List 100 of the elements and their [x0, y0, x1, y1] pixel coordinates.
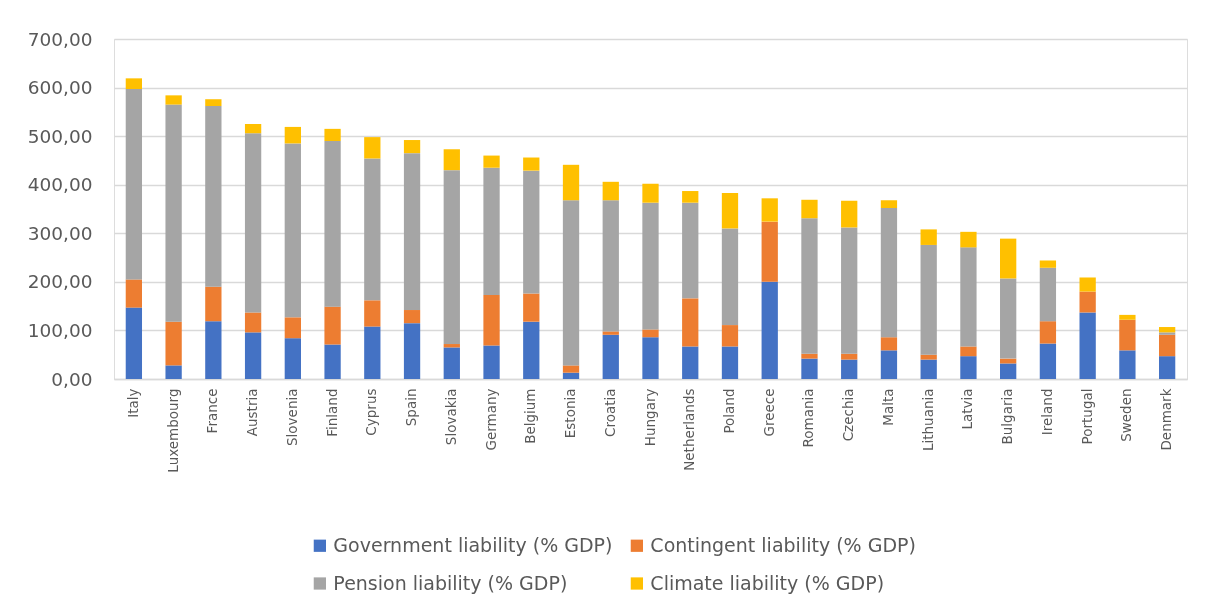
bar	[125, 307, 143, 379]
bar	[841, 353, 858, 360]
x-tick-label: Croatia	[601, 388, 618, 438]
bar	[403, 153, 421, 311]
bar	[682, 346, 699, 379]
bar	[682, 191, 699, 203]
bar	[602, 334, 619, 379]
bar	[761, 198, 778, 222]
bar	[284, 126, 301, 144]
legend-label: Contingent liability (% GDP)	[650, 533, 916, 556]
bar	[165, 321, 182, 366]
bar	[880, 200, 898, 209]
bar	[443, 170, 460, 345]
bar	[1119, 314, 1136, 320]
x-tick-label: Netherlands	[681, 388, 698, 471]
bar	[562, 372, 580, 379]
y-tick-label: 600,00	[27, 77, 93, 99]
bar	[841, 227, 858, 354]
bar	[284, 338, 301, 379]
bar	[960, 247, 977, 347]
x-tick-label: Belgium	[522, 388, 539, 444]
bar	[1079, 312, 1096, 379]
bar	[244, 124, 262, 134]
x-tick-label: Portugal	[1078, 388, 1095, 445]
bar	[324, 128, 341, 141]
x-tick-label: Czechia	[840, 388, 857, 442]
bar	[1158, 334, 1176, 357]
bar	[602, 331, 619, 335]
x-tick-label: Spain	[403, 388, 420, 427]
y-tick-label: 0,00	[51, 368, 93, 390]
bar	[1079, 291, 1096, 313]
x-tick-label: Austria	[244, 388, 261, 437]
bar	[841, 359, 858, 379]
bar	[244, 332, 262, 379]
bar	[205, 106, 222, 287]
bar	[244, 133, 262, 313]
bar	[761, 221, 778, 282]
bar	[1039, 260, 1057, 268]
x-tick-label: France	[204, 388, 221, 434]
bar	[562, 365, 580, 373]
bar	[920, 359, 937, 379]
bar	[483, 294, 500, 346]
bar	[1000, 363, 1017, 379]
bar	[523, 157, 540, 171]
x-tick-label: Cyprus	[363, 388, 380, 436]
x-tick-label: Sweden	[1118, 388, 1135, 442]
x-tick-label: Estonia	[562, 388, 579, 439]
x-tick-label: Germany	[482, 388, 499, 451]
bar	[1158, 356, 1176, 379]
bar	[403, 140, 421, 154]
bar	[801, 199, 818, 219]
bar	[523, 321, 540, 379]
bar	[165, 365, 182, 379]
bar	[721, 192, 739, 229]
x-tick-label: Bulgaria	[999, 388, 1016, 445]
bar	[324, 306, 341, 345]
bar	[125, 279, 143, 308]
bar	[324, 141, 341, 307]
bar	[483, 167, 500, 295]
bar	[721, 228, 739, 326]
y-tick-label: 200,00	[27, 271, 93, 293]
x-tick-label: Romania	[800, 388, 817, 448]
bar	[642, 329, 659, 338]
bar	[920, 354, 937, 360]
y-tick-label: 400,00	[27, 174, 93, 196]
bar	[284, 317, 301, 339]
x-tick-label: Lithuania	[919, 388, 936, 452]
legend-label: Climate liability (% GDP)	[650, 571, 885, 594]
bar	[324, 344, 341, 379]
x-tick-label: Italy	[124, 388, 141, 418]
bar	[125, 78, 143, 90]
bar	[125, 89, 143, 280]
x-tick-label: Finland	[323, 388, 340, 437]
bar	[642, 337, 659, 379]
x-tick-label: Luxembourg	[164, 388, 181, 473]
x-tick-label: Ireland	[1038, 388, 1055, 436]
bar	[1158, 332, 1176, 335]
x-tick-label: Poland	[720, 388, 737, 434]
bar	[1119, 350, 1136, 379]
bar	[562, 164, 580, 201]
bar	[1039, 343, 1057, 379]
y-tick-label: 100,00	[27, 319, 93, 341]
bar	[1000, 238, 1017, 279]
bar	[403, 323, 421, 379]
legend-label: Pension liability (% GDP)	[333, 571, 568, 594]
bar	[642, 202, 659, 330]
bar	[841, 200, 858, 228]
bar	[364, 137, 381, 159]
bar	[761, 281, 778, 379]
y-tick-label: 300,00	[27, 222, 93, 244]
bar	[960, 231, 977, 248]
bar	[602, 181, 619, 201]
bar	[602, 200, 619, 332]
bar	[1158, 327, 1176, 333]
bar	[403, 310, 421, 324]
bar	[642, 183, 659, 203]
bar	[1079, 277, 1096, 292]
y-tick-label: 700,00	[27, 28, 93, 50]
bar	[801, 218, 818, 354]
bar	[244, 312, 262, 333]
